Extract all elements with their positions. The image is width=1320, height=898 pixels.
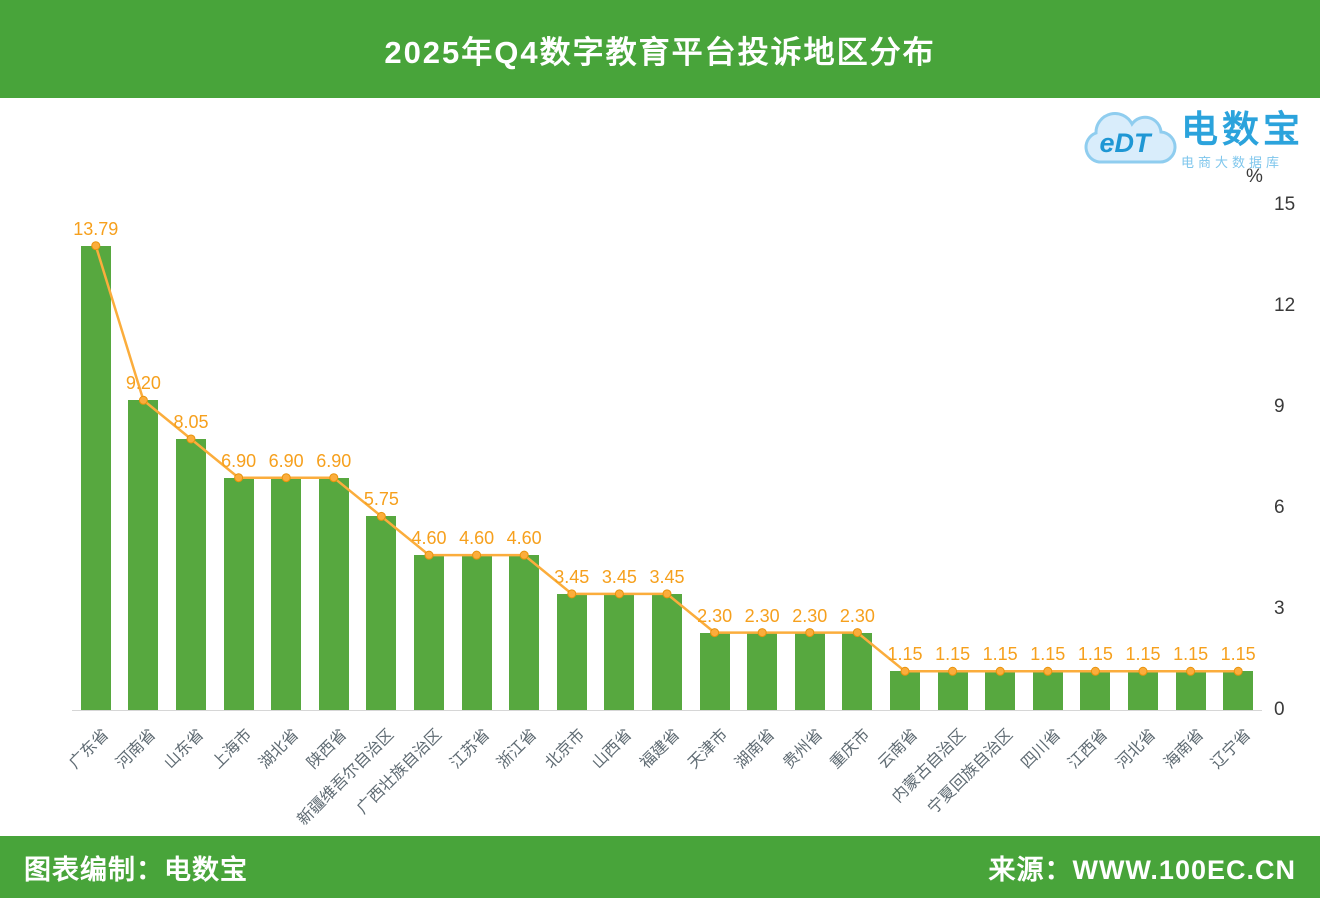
- line-point: [424, 550, 434, 560]
- bar: [1032, 671, 1063, 710]
- data-label: 3.45: [649, 566, 685, 587]
- bar: [1175, 671, 1206, 710]
- x-axis-labels: 广东省 河南省 山东省 上海市 湖北省 陕西省 新疆维吾尔自治区 广西壮族自治区 江苏省 浙江省北…: [66, 726, 1255, 829]
- line-point: [662, 589, 672, 599]
- data-label: 1.15: [935, 644, 971, 665]
- line-point: [805, 628, 815, 638]
- line-point: [1186, 666, 1196, 676]
- bar: [318, 477, 349, 710]
- footer-source: 来源：WWW.100EC.CN: [988, 854, 1296, 885]
- line-point: [852, 628, 862, 638]
- bar: [652, 593, 682, 710]
- line-point: [710, 628, 720, 638]
- bar: [842, 632, 873, 710]
- line-point: [91, 241, 101, 251]
- line-point: [281, 473, 291, 483]
- data-label: 2.30: [792, 605, 828, 626]
- line-point: [1138, 666, 1148, 676]
- data-label: 6.90: [268, 450, 304, 471]
- bar: [556, 593, 587, 710]
- data-label: 5.75: [363, 489, 399, 510]
- data-label: 1.15: [982, 644, 1018, 665]
- data-label: 9.20: [125, 373, 161, 394]
- y-axis-tick-label: 9: [1274, 396, 1285, 417]
- bar: [985, 671, 1016, 710]
- data-label: 1.15: [887, 644, 923, 665]
- bar: [366, 516, 397, 710]
- y-axis-tick-label: 6: [1274, 497, 1285, 518]
- bar: [461, 555, 492, 710]
- bar: [1080, 671, 1111, 710]
- data-label: 3.45: [601, 566, 637, 587]
- data-label: 4.60: [506, 528, 542, 549]
- logo-edt-text: eDT: [1099, 128, 1153, 158]
- data-label: 6.90: [221, 450, 257, 471]
- y-axis-tick-label: 12: [1274, 295, 1296, 316]
- line-point: [472, 550, 482, 560]
- data-label: 1.15: [1030, 644, 1066, 665]
- data-label: 4.60: [411, 528, 447, 549]
- bar: [80, 245, 111, 710]
- line-point: [138, 395, 148, 405]
- line-point: [1090, 666, 1100, 676]
- bar: [176, 438, 206, 710]
- trend-line: [91, 241, 1243, 676]
- bar: [699, 632, 730, 710]
- bar: [937, 671, 968, 710]
- plot-area: 13.79 9.20 8.05 6.90 6.90 6.90 5.75 4.60 4.60 4.6…: [72, 205, 1262, 711]
- data-label: 1.15: [1125, 644, 1161, 665]
- data-label: 8.05: [173, 411, 209, 432]
- logo: eDT 电数宝 电商大数据库: [1073, 104, 1304, 178]
- data-label: 13.79: [73, 218, 119, 239]
- y-axis-tick-label: 3: [1274, 598, 1285, 619]
- data-label: 1.15: [1173, 644, 1209, 665]
- line-point: [995, 666, 1005, 676]
- data-label: 2.30: [839, 605, 875, 626]
- footer-credit: 图表编制：电数宝: [24, 854, 248, 885]
- line-point: [614, 589, 624, 599]
- header-banner: 2025年Q4数字教育平台投诉地区分布: [0, 0, 1320, 98]
- y-axis-unit-label: %: [1246, 166, 1263, 187]
- bar: [1223, 671, 1254, 710]
- bar: [747, 632, 778, 710]
- bar: [271, 477, 302, 710]
- y-axis-tick-label: 0: [1274, 699, 1285, 720]
- line-point: [900, 666, 910, 676]
- line-point: [329, 473, 339, 483]
- cloud-logo-icon: eDT: [1084, 111, 1177, 164]
- bar: [604, 593, 635, 710]
- bar: [1128, 671, 1158, 710]
- bar: [414, 555, 444, 710]
- line-point: [1043, 666, 1053, 676]
- line-point: [757, 628, 767, 638]
- line-point: [376, 511, 386, 521]
- data-label: 6.90: [316, 450, 352, 471]
- bar: [223, 477, 254, 710]
- data-label: 1.15: [1077, 644, 1113, 665]
- line-point: [567, 589, 577, 599]
- footer-bar: 图表编制：电数宝 来源：WWW.100EC.CN: [0, 836, 1320, 898]
- line-point: [186, 434, 196, 444]
- line-point: [948, 666, 958, 676]
- y-axis-tick-label: 15: [1274, 194, 1296, 215]
- line-point: [234, 473, 244, 483]
- bar: [128, 400, 159, 710]
- bar: [890, 671, 920, 710]
- line-point: [1233, 666, 1243, 676]
- line-point: [519, 550, 529, 560]
- bar: [794, 632, 825, 710]
- data-label: 3.45: [554, 566, 590, 587]
- logo-subtitle-text: 电商大数据库: [1181, 154, 1284, 170]
- data-label: 2.30: [697, 605, 733, 626]
- y-axis-ticks: 0 3 6 9 12 15: [1274, 194, 1320, 720]
- data-label: 4.60: [459, 528, 495, 549]
- page-title: 2025年Q4数字教育平台投诉地区分布: [384, 34, 936, 70]
- bar: [509, 555, 540, 710]
- logo-brand-text: 电数宝: [1181, 109, 1304, 151]
- data-label: 1.15: [1220, 644, 1256, 665]
- data-label: 2.30: [744, 605, 780, 626]
